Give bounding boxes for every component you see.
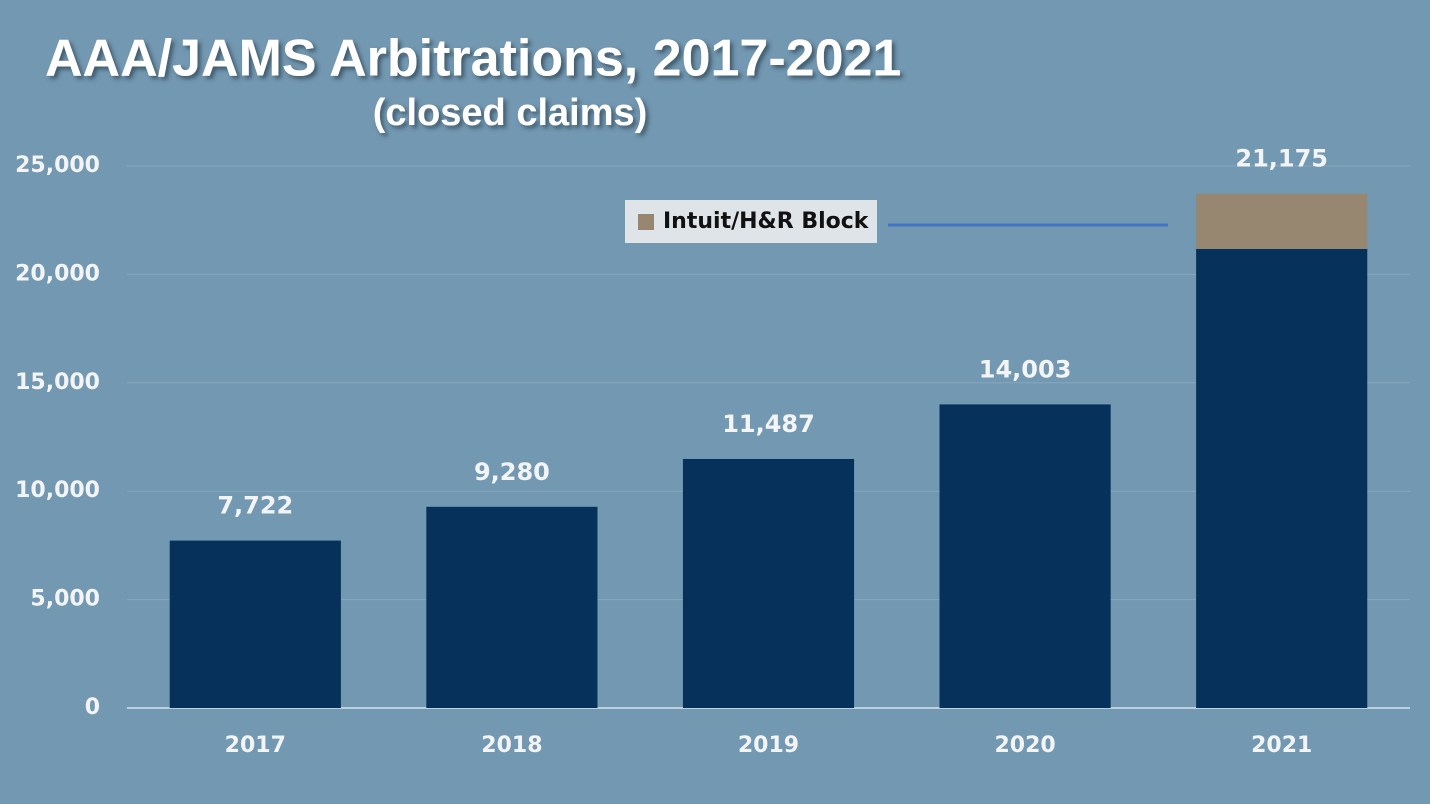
data-label: 9,280 [474,458,550,486]
data-label: 14,003 [979,355,1072,383]
bar-segment [682,458,855,708]
bars [169,193,1368,708]
x-tick-label: 2017 [225,733,286,758]
bar-segment [426,506,598,708]
y-tick-label: 10,000 [15,478,100,503]
bar-segment [1196,193,1368,249]
chart-title: AAA/JAMS Arbitrations, 2017-2021 [45,30,901,88]
y-tick-label: 20,000 [15,261,100,286]
y-tick-label: 25,000 [15,153,100,178]
bar-segment [1196,248,1368,708]
y-tick-label: 15,000 [15,370,100,395]
x-tick-label: 2020 [994,733,1055,758]
legend-swatch [638,214,654,230]
bar-segment [939,404,1111,708]
chart-subtitle: (closed claims) [373,92,648,134]
x-tick-label: 2021 [1251,733,1312,758]
data-label: 7,722 [217,492,293,520]
y-tick-label: 5,000 [30,587,100,612]
bar-segment [169,540,341,708]
legend-label: Intuit/H&R Block [663,209,870,234]
x-tick-label: 2019 [738,733,799,758]
x-tick-label: 2018 [481,733,542,758]
legend-box [625,200,877,243]
data-label: 11,487 [722,410,815,438]
labels: 0 5,000 10,000 15,000 20,000 25,000 2017 7,722 2… [15,145,1328,758]
data-label: 21,175 [1235,145,1328,173]
y-tick-label: 0 [85,695,100,720]
